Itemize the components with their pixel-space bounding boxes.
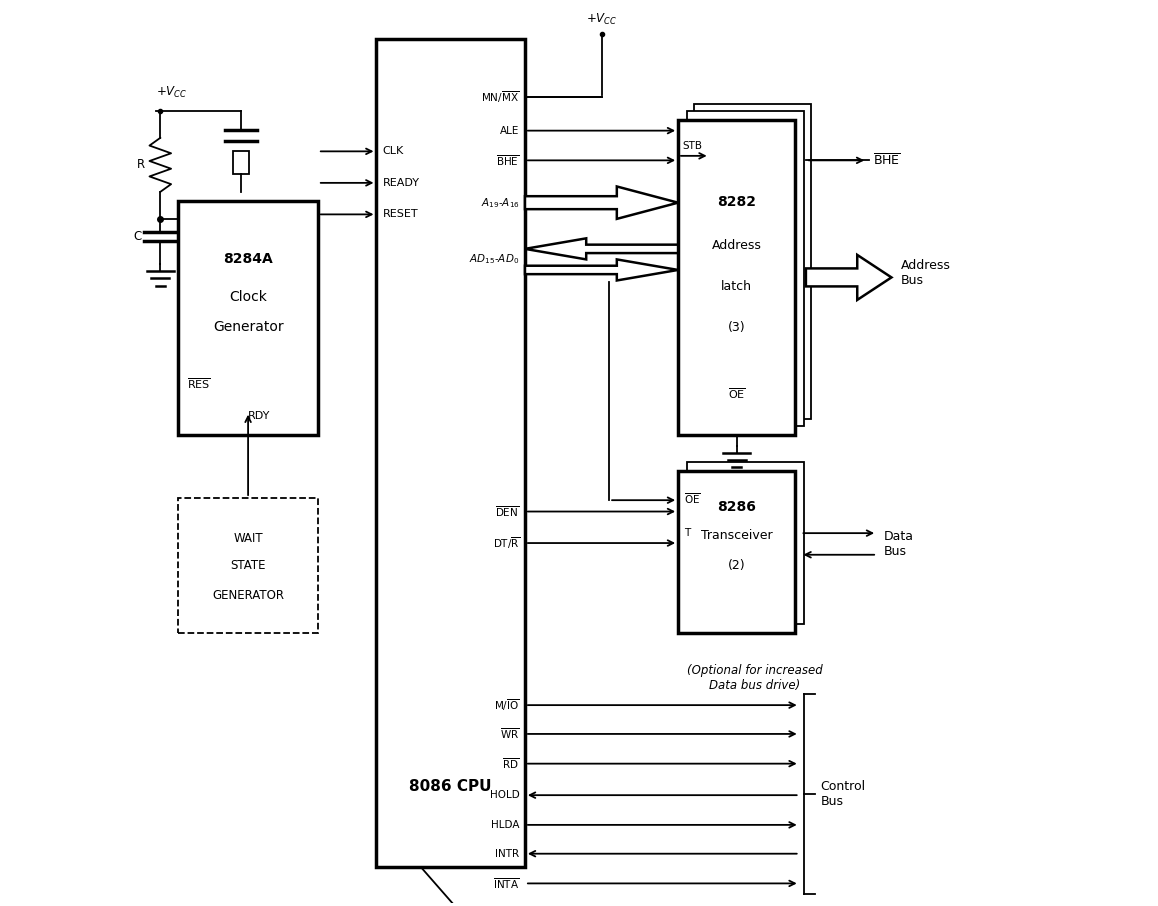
Bar [178,201,318,435]
Text: $\overline{\rm RES}$: $\overline{\rm RES}$ [188,376,211,390]
Bar [376,39,525,867]
Text: $\overline{\rm BHE}$: $\overline{\rm BHE}$ [496,153,520,168]
Text: HLDA: HLDA [491,820,520,830]
Polygon shape [525,187,679,219]
Polygon shape [525,238,679,259]
Text: HOLD: HOLD [490,790,520,800]
Text: 8284A: 8284A [223,253,273,266]
Text: Generator: Generator [213,321,284,334]
Bar [679,120,796,435]
Text: $\overline{\rm DEN}$: $\overline{\rm DEN}$ [496,504,520,519]
Text: $\overline{\rm INTA}$: $\overline{\rm INTA}$ [493,876,520,891]
Text: DT/$\overline{\rm R}$: DT/$\overline{\rm R}$ [492,535,520,551]
Text: Address: Address [712,239,762,253]
Text: T: T [684,527,690,537]
Text: Clock: Clock [229,290,267,304]
Text: $A_{19}$-$A_{16}$: $A_{19}$-$A_{16}$ [481,196,520,209]
Text: 8282: 8282 [717,195,756,208]
Bar [178,498,318,633]
Bar [695,103,812,419]
Text: Transceiver: Transceiver [701,529,772,543]
Text: $AD_{15}$-$AD_0$: $AD_{15}$-$AD_0$ [469,253,520,266]
Text: $\overline{\rm WR}$: $\overline{\rm WR}$ [500,727,520,741]
Text: CLK: CLK [382,147,404,157]
Polygon shape [525,259,679,281]
Text: latch: latch [721,280,752,294]
Text: ALE: ALE [500,126,520,136]
Text: STB: STB [682,141,703,151]
Bar [679,471,796,633]
Text: Address
Bus: Address Bus [901,259,951,287]
Text: R: R [137,159,145,171]
Polygon shape [806,255,892,300]
Text: $\overline{\rm OE}$: $\overline{\rm OE}$ [684,491,701,506]
Text: RESET: RESET [382,209,418,219]
Text: INTR: INTR [496,849,520,859]
Text: 8086 CPU: 8086 CPU [410,778,492,794]
Text: 8286: 8286 [717,500,756,514]
Bar [687,462,804,624]
Text: WAIT: WAIT [233,532,263,545]
Text: MN/$\overline{\rm MX}$: MN/$\overline{\rm MX}$ [482,90,520,105]
Text: $\overline{\rm RD}$: $\overline{\rm RD}$ [503,757,520,771]
Text: RDY: RDY [248,411,271,421]
Text: (3): (3) [727,322,746,334]
Text: Data
Bus: Data Bus [884,530,914,558]
Text: STATE: STATE [230,559,266,572]
Text: GENERATOR: GENERATOR [212,589,284,602]
Text: Control
Bus: Control Bus [820,780,865,808]
Text: $+V_{CC}$: $+V_{CC}$ [156,85,188,100]
Text: $\overline{\rm OE}$: $\overline{\rm OE}$ [727,387,746,401]
Text: READY: READY [382,178,419,188]
Bar [233,151,249,174]
Text: $\overline{\rm BHE}$: $\overline{\rm BHE}$ [873,152,901,169]
Text: M/$\overline{\rm IO}$: M/$\overline{\rm IO}$ [494,698,520,713]
Text: $+V_{CC}$: $+V_{CC}$ [586,12,617,27]
Bar [687,111,804,426]
Text: (2): (2) [727,558,746,572]
Text: (Optional for increased
Data bus drive): (Optional for increased Data bus drive) [687,664,822,692]
Text: C: C [133,230,142,244]
